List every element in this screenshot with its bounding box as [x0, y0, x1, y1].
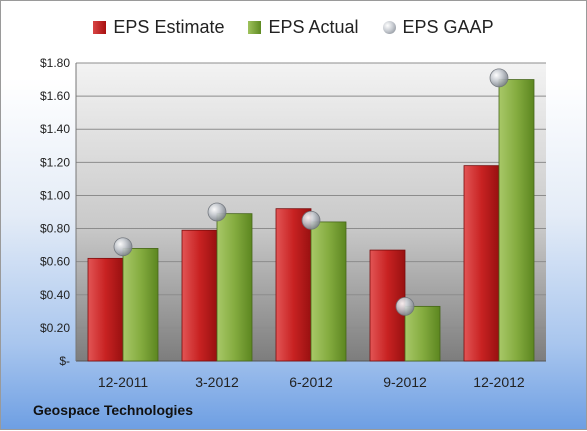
- marker-eps-gaap: [395, 296, 415, 316]
- y-tick-label: $0.40: [40, 288, 70, 302]
- bar-eps-actual: [216, 213, 253, 362]
- company-name: Geospace Technologies: [33, 402, 194, 418]
- legend-swatch-estimate: [93, 21, 107, 34]
- legend-label-estimate: EPS Estimate: [113, 17, 225, 37]
- bar-eps-actual: [404, 305, 441, 362]
- x-category-label: 6-2012: [289, 374, 333, 390]
- bar-eps-estimate: [275, 208, 312, 362]
- y-tick-label: $-: [59, 354, 70, 368]
- y-tick-label: $0.60: [40, 255, 70, 269]
- legend-swatch-gaap: [382, 21, 396, 34]
- legend: EPS Estimate EPS Actual EPS GAAP: [1, 17, 586, 38]
- legend-label-gaap: EPS GAAP: [402, 17, 494, 37]
- legend-item-eps-actual: EPS Actual: [248, 17, 359, 38]
- legend-item-eps-estimate: EPS Estimate: [93, 17, 224, 38]
- bar-eps-estimate: [87, 257, 124, 362]
- legend-swatch-actual: [248, 21, 262, 34]
- x-category-label: 9-2012: [383, 374, 427, 390]
- marker-eps-gaap: [113, 237, 133, 257]
- legend-label-actual: EPS Actual: [268, 17, 359, 37]
- y-tick-label: $1.60: [40, 89, 70, 103]
- bar-eps-actual: [310, 221, 347, 362]
- x-category-label: 12-2011: [98, 374, 149, 390]
- bar-eps-actual: [122, 248, 159, 362]
- legend-item-eps-gaap: EPS GAAP: [382, 17, 494, 38]
- y-tick-label: $1.20: [40, 155, 70, 169]
- bar-eps-actual: [498, 79, 535, 362]
- y-tick-label: $1.40: [40, 122, 70, 136]
- y-tick-label: $0.80: [40, 222, 70, 236]
- marker-eps-gaap: [489, 68, 509, 88]
- y-tick-label: $0.20: [40, 321, 70, 335]
- y-tick-label: $1.80: [40, 56, 70, 70]
- bar-eps-estimate: [463, 165, 500, 362]
- x-category-label: 3-2012: [195, 374, 239, 390]
- marker-eps-gaap: [301, 210, 321, 230]
- bar-eps-estimate: [181, 229, 218, 362]
- x-category-label: 12-2012: [473, 374, 525, 390]
- y-tick-label: $1.00: [40, 188, 70, 202]
- marker-eps-gaap: [207, 202, 227, 222]
